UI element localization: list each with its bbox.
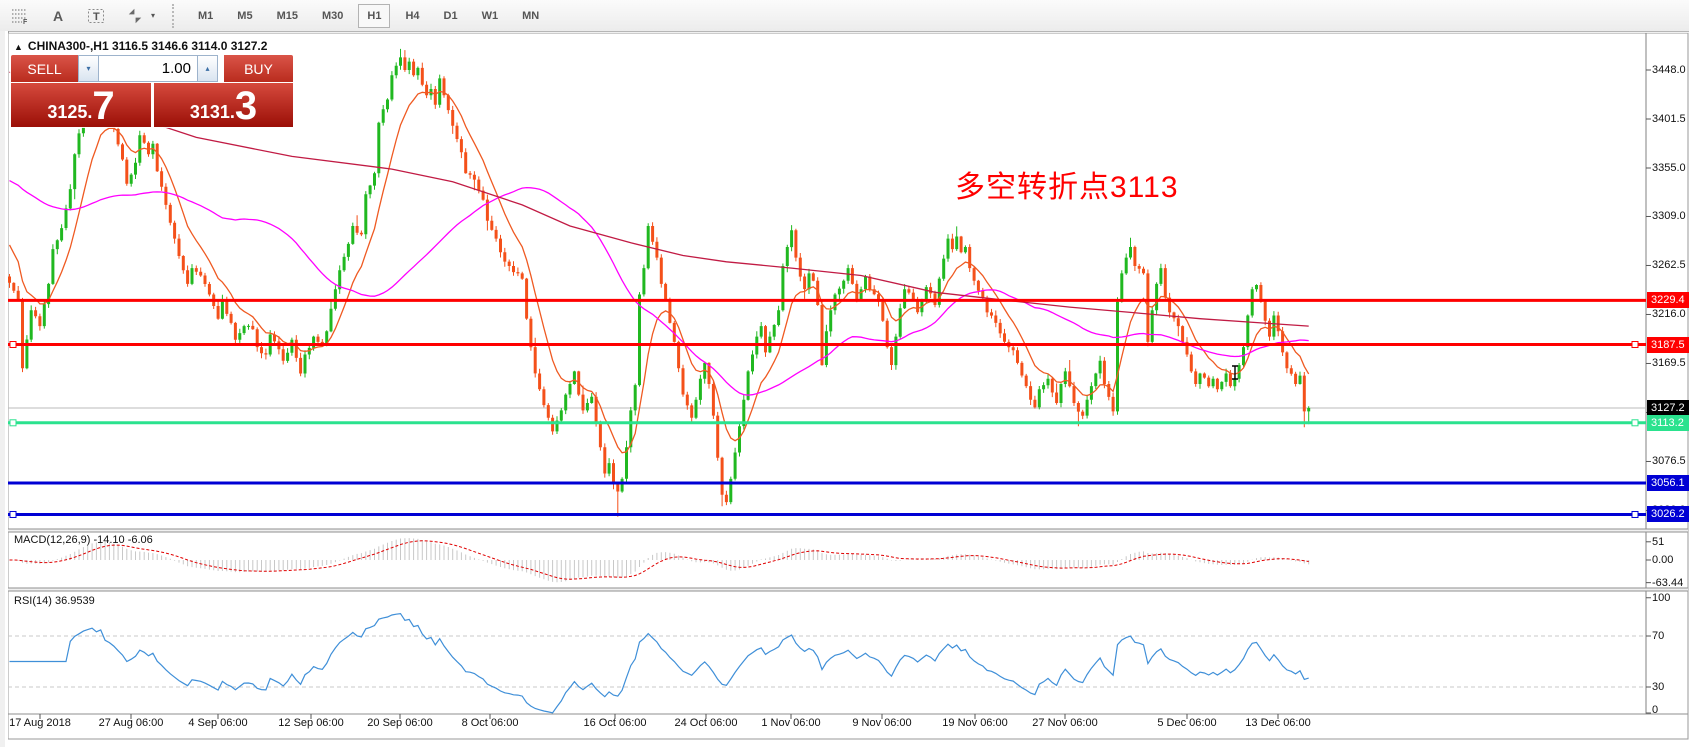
chart-canvas[interactable]: [8, 33, 1689, 747]
bid-pip: 7: [92, 84, 115, 128]
price-badge-3187.5: 3187.5: [1647, 336, 1689, 353]
date-tick: 9 Nov 06:00: [852, 717, 912, 729]
price-tick-3216.0: 3216.0: [1652, 308, 1686, 321]
ask-main: 3131: [189, 102, 230, 122]
rsi-indicator-label: RSI(14) 36.9539: [14, 595, 95, 607]
date-tick: 27 Aug 06:00: [98, 717, 164, 729]
timeframe-w1[interactable]: W1: [481, 9, 499, 22]
buy-button[interactable]: BUY: [224, 55, 293, 82]
date-tick: 16 Oct 06:00: [583, 717, 647, 729]
volume-increase-button[interactable]: ▴: [197, 55, 218, 82]
date-tick: 17 Aug 2018: [9, 717, 71, 729]
chart-title-text: CHINA300-,H1 3116.5 3146.6 3114.0 3127.2: [27, 39, 268, 53]
rsi-tick-30: 30: [1652, 681, 1665, 693]
chart-title: ▲ CHINA300-,H1 3116.5 3146.6 3114.0 3127.…: [14, 39, 267, 53]
date-tick: 4 Sep 06:00: [188, 717, 248, 729]
ma-slow-line: [9, 71, 1309, 327]
timeframe-h1[interactable]: H1: [358, 3, 391, 28]
price-tick-3401.5: 3401.5: [1652, 113, 1686, 125]
macd-pane: [9, 538, 1310, 583]
macd-tick--63.44: -63.44: [1652, 576, 1684, 589]
volume-input[interactable]: [99, 55, 197, 82]
toolbar: F A T ▾ M1 M5 M15 M30 H1 H4 D1 W1 MN: [0, 0, 1689, 32]
ma-fast-line: [8, 90, 1310, 454]
timeframe-mn[interactable]: MN: [522, 9, 540, 22]
rsi-tick-100: 100: [1652, 592, 1671, 604]
bid-dot: .: [87, 102, 93, 122]
arrows-tool-icon[interactable]: [120, 3, 148, 29]
price-tick-3262.5: 3262.5: [1652, 259, 1686, 272]
text-box-icon[interactable]: T: [82, 3, 110, 29]
macd-tick-51: 51: [1652, 535, 1665, 548]
chart-cursor: [1232, 365, 1238, 380]
svg-text:T: T: [93, 11, 100, 23]
price-badge-3229.4: 3229.4: [1647, 292, 1689, 309]
hline-handle: [1631, 510, 1639, 518]
date-tick: 19 Nov 06:00: [942, 717, 1008, 729]
date-tick: 24 Oct 06:00: [674, 717, 738, 729]
hline-handle: [9, 341, 17, 349]
bid-price-button[interactable]: 3125. 7: [11, 83, 151, 127]
hline-handle: [1631, 341, 1639, 349]
price-badge-3113.2: 3113.2: [1647, 414, 1689, 431]
sell-button[interactable]: SELL: [11, 55, 78, 82]
macd-signal-line: [9, 540, 1309, 580]
macd-tick-0.00: 0.00: [1652, 554, 1674, 566]
hline-handle: [9, 419, 17, 427]
timeframe-m1[interactable]: M1: [198, 9, 214, 22]
price-tick-3355.0: 3355.0: [1652, 162, 1686, 174]
date-tick: 27 Nov 06:00: [1032, 717, 1098, 729]
date-tick: 8 Oct 06:00: [461, 717, 519, 729]
price-tick-3448.0: 3448.0: [1652, 64, 1686, 76]
date-tick: 20 Sep 06:00: [367, 717, 433, 729]
one-click-collapse-icon[interactable]: ▲: [14, 42, 23, 52]
toolbar-separator: [172, 3, 180, 28]
timeframe-m5[interactable]: M5: [237, 9, 253, 22]
timeframe-d1[interactable]: D1: [443, 9, 458, 22]
ask-dot: .: [229, 102, 235, 122]
ma-medium-line: [9, 180, 1309, 396]
fibo-lines-icon[interactable]: F: [6, 3, 34, 29]
rsi-pane: [8, 612, 1646, 714]
one-click-trading-panel: SELL ▾ ▴ BUY 3125.7 3131.3: [11, 55, 293, 127]
timeframe-h4[interactable]: H4: [405, 9, 420, 22]
hline-handle: [1631, 419, 1639, 427]
date-tick: 5 Dec 06:00: [1157, 717, 1217, 729]
timeframe-m15[interactable]: M15: [276, 9, 298, 22]
ask-price-button[interactable]: 3131. 3: [154, 83, 293, 127]
price-tick-3076.5: 3076.5: [1652, 455, 1686, 468]
rsi-line: [9, 612, 1309, 714]
svg-text:F: F: [23, 19, 28, 24]
date-tick: 13 Dec 06:00: [1245, 717, 1311, 729]
price-badge-3026.2: 3026.2: [1647, 506, 1689, 523]
volume-decrease-button[interactable]: ▾: [78, 55, 99, 82]
price-tick-3169.5: 3169.5: [1652, 357, 1686, 370]
bid-main: 3125: [47, 102, 88, 122]
macd-indicator-label: MACD(12,26,9) -14.10 -6.06: [14, 534, 153, 546]
text-label-icon[interactable]: A: [52, 7, 64, 24]
ask-pip: 3: [234, 84, 258, 128]
date-tick: 12 Sep 06:00: [278, 717, 344, 729]
hline-handle: [9, 510, 17, 518]
chart-annotation-text[interactable]: 多空转折点3113: [955, 171, 1179, 204]
arrows-tool-dropdown[interactable]: ▾: [150, 11, 155, 20]
price-badge-3056.1: 3056.1: [1647, 474, 1689, 491]
chart-frame: [8, 33, 1689, 740]
price-badge-3127.2: 3127.2: [1647, 400, 1689, 417]
timeframe-group: M1 M5 M15 M30 H1 H4 D1 W1 MN: [186, 3, 551, 28]
rsi-tick-0: 0: [1652, 704, 1659, 716]
date-tick: 1 Nov 06:00: [761, 717, 821, 729]
rsi-tick-70: 70: [1652, 630, 1665, 642]
timeframe-m30[interactable]: M30: [321, 9, 344, 22]
price-tick-3309.0: 3309.0: [1652, 210, 1686, 223]
